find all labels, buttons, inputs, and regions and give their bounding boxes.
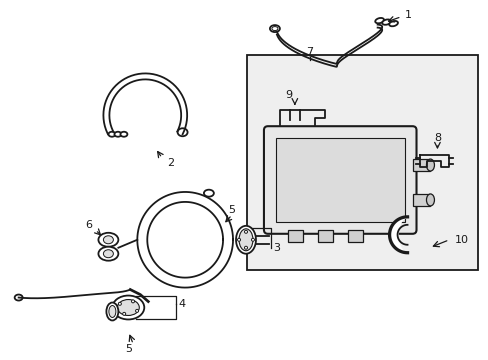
Text: 7: 7	[305, 48, 313, 58]
Text: 8: 8	[433, 133, 440, 143]
Ellipse shape	[244, 230, 247, 233]
Ellipse shape	[109, 306, 116, 318]
Ellipse shape	[374, 18, 383, 23]
Ellipse shape	[114, 132, 121, 137]
Bar	[317, 230, 332, 242]
Bar	[275, 138, 404, 222]
Ellipse shape	[120, 132, 127, 137]
Ellipse shape	[244, 246, 247, 249]
Text: 3: 3	[272, 243, 279, 253]
FancyBboxPatch shape	[264, 126, 416, 234]
Ellipse shape	[106, 302, 118, 320]
Text: 6: 6	[85, 220, 92, 230]
Ellipse shape	[108, 132, 115, 137]
Text: 9: 9	[285, 90, 291, 100]
Ellipse shape	[239, 229, 252, 251]
Ellipse shape	[122, 312, 125, 315]
Text: 5: 5	[228, 205, 235, 215]
Ellipse shape	[112, 296, 144, 319]
Text: 1: 1	[404, 10, 411, 20]
Text: 4: 4	[178, 298, 185, 309]
Ellipse shape	[15, 294, 22, 301]
Ellipse shape	[98, 247, 118, 261]
Ellipse shape	[203, 190, 213, 197]
Ellipse shape	[426, 194, 433, 206]
Ellipse shape	[236, 226, 255, 254]
Bar	[412, 194, 429, 206]
Bar	[246, 55, 477, 270]
Ellipse shape	[269, 25, 279, 32]
Ellipse shape	[118, 302, 121, 305]
Bar	[347, 230, 362, 242]
Ellipse shape	[271, 27, 277, 31]
Ellipse shape	[177, 128, 187, 136]
Ellipse shape	[98, 233, 118, 247]
Ellipse shape	[103, 250, 113, 258]
Text: 10: 10	[453, 235, 468, 245]
Text: 2: 2	[167, 158, 174, 168]
Ellipse shape	[135, 309, 138, 312]
Bar	[287, 230, 302, 242]
Ellipse shape	[388, 21, 397, 26]
Ellipse shape	[251, 238, 254, 241]
Ellipse shape	[237, 238, 240, 241]
Ellipse shape	[426, 159, 433, 171]
Bar	[412, 159, 429, 171]
Ellipse shape	[117, 300, 139, 315]
Text: 5: 5	[124, 345, 132, 354]
Ellipse shape	[382, 19, 390, 25]
Ellipse shape	[131, 300, 134, 303]
Ellipse shape	[103, 236, 113, 244]
